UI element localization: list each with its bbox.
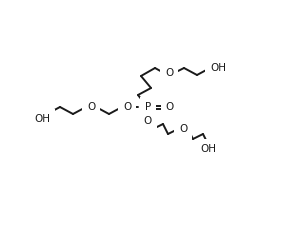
Text: O: O	[179, 124, 187, 134]
Text: O: O	[144, 116, 152, 126]
Text: OH: OH	[200, 144, 216, 154]
Text: O: O	[123, 102, 131, 112]
Text: P: P	[145, 102, 151, 112]
Text: OH: OH	[210, 63, 226, 73]
Text: O: O	[166, 102, 174, 112]
Text: OH: OH	[34, 114, 50, 124]
Text: O: O	[87, 102, 95, 112]
Text: O: O	[165, 68, 173, 78]
